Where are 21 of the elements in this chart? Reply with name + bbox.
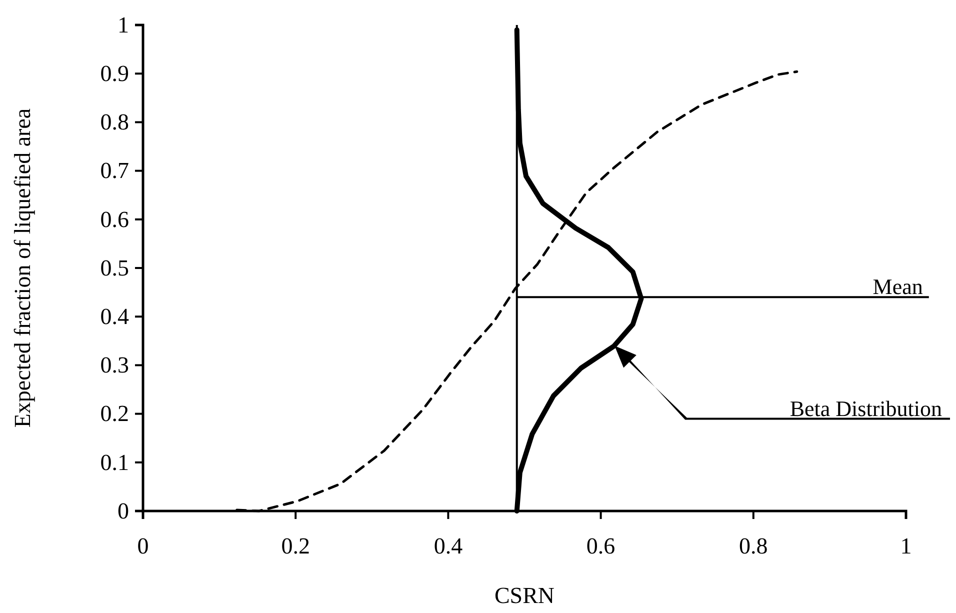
y-tick-label: 0.6 [100, 206, 129, 232]
x-tick-label: 1 [900, 533, 912, 558]
y-tick-label: 1 [118, 12, 129, 38]
annotation: Beta Distribution [790, 396, 942, 421]
y-tick-label: 0.9 [100, 60, 129, 86]
y-tick-label: 0.3 [100, 352, 129, 378]
y-tick-label: 0.7 [100, 158, 129, 184]
y-tick-label: 0.4 [100, 304, 130, 329]
y-tick-label: 0.8 [100, 110, 129, 135]
ref-line-label: Mean [872, 274, 923, 300]
x-tick-label: 0 [137, 533, 149, 558]
x-tick-label: 0.6 [586, 533, 616, 558]
y-axis-title: Expected fraction of liquefied area [10, 108, 35, 428]
x-tick-label: 0.8 [739, 533, 768, 558]
y-tick-label: 0.2 [100, 401, 129, 426]
y-tick-label: 0.5 [100, 255, 129, 280]
y-tick-label: 0 [118, 498, 129, 524]
x-axis-title: CSRN [494, 583, 555, 608]
y-tick-label: 0.1 [100, 450, 129, 475]
x-tick-label: 0.2 [281, 533, 310, 558]
x-tick-label: 0.4 [434, 533, 464, 558]
